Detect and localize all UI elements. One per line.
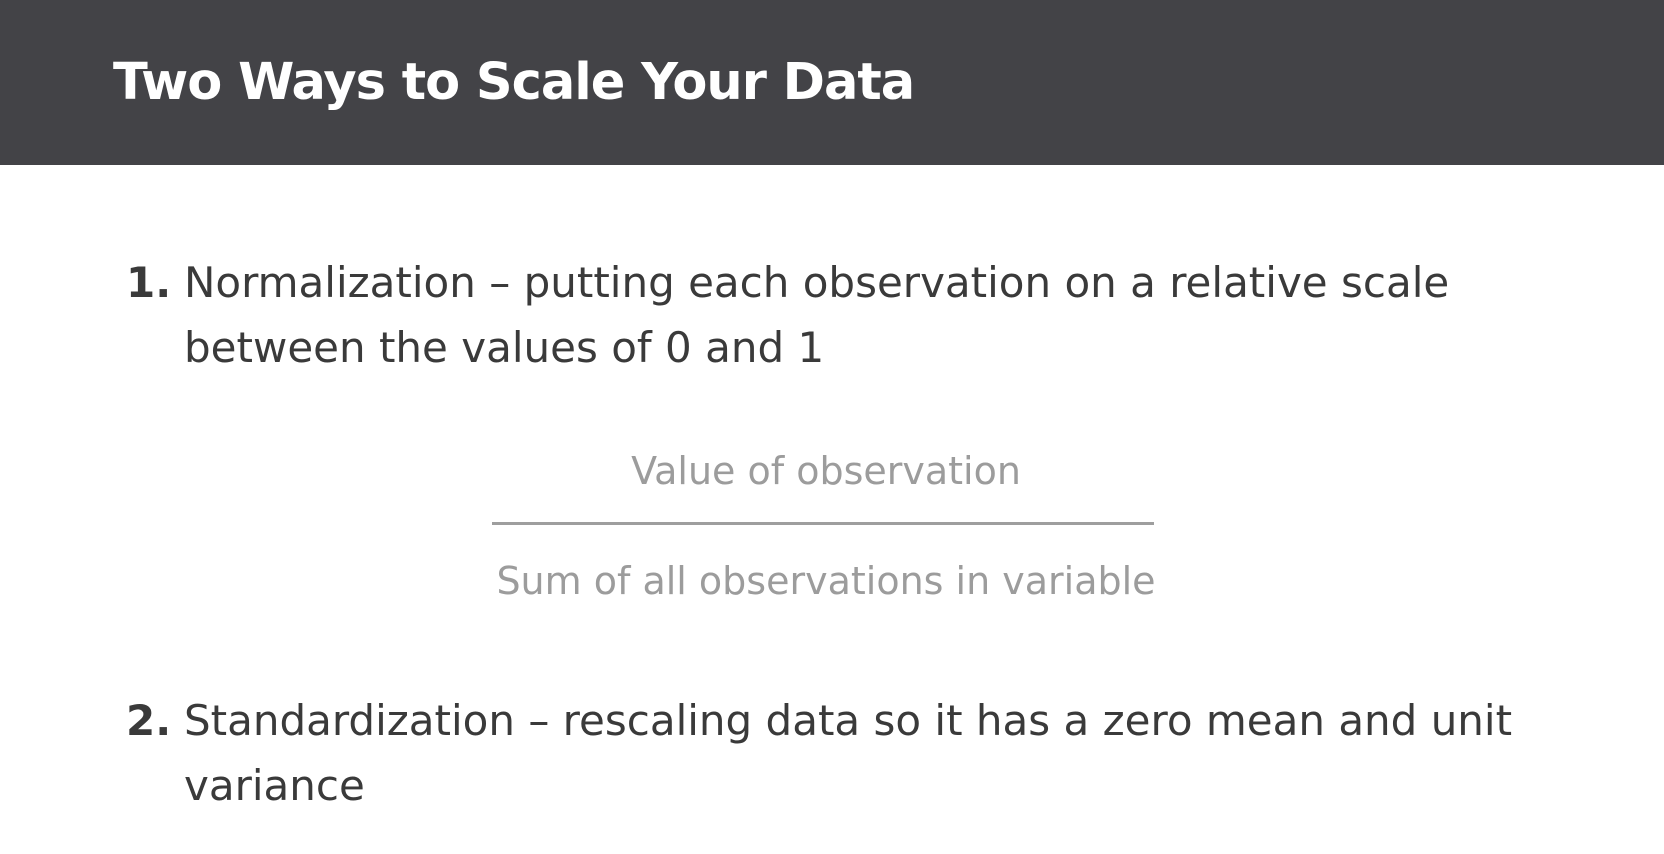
list-item-number: 2.	[126, 696, 172, 745]
normalization-formula: Value of observation Sum of all observat…	[486, 440, 1166, 615]
header-bar: Two Ways to Scale Your Data	[0, 0, 1664, 165]
formula-denominator: Sum of all observations in variable	[496, 559, 1156, 603]
fraction-bar	[492, 522, 1154, 525]
list-item-text: Standardization – rescaling data so it h…	[184, 696, 1513, 810]
formula-numerator: Value of observation	[631, 449, 1021, 493]
list-item-text: Normalization – putting each observation…	[184, 258, 1450, 372]
slide-title: Two Ways to Scale Your Data	[113, 53, 915, 112]
list-item-number: 1.	[126, 258, 172, 307]
